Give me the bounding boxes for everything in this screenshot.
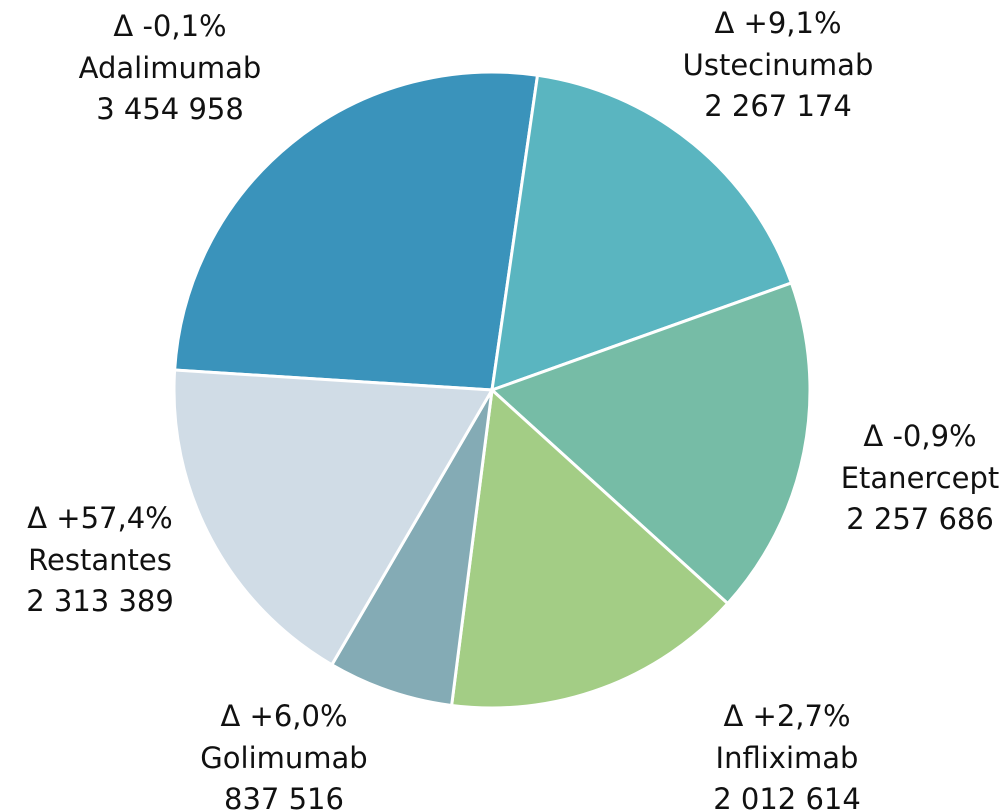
change-label: Δ +6,0% [220, 699, 347, 733]
value-label: 2 257 686 [846, 502, 994, 536]
value-label: 2 012 614 [713, 782, 861, 812]
category-label: Ustecinumab [683, 48, 874, 82]
pie-slice [449, 386, 730, 710]
change-label: Δ +9,1% [714, 6, 841, 40]
category-label: Restantes [28, 543, 172, 577]
value-label: 3 454 958 [96, 92, 244, 126]
pie-slice [173, 70, 540, 392]
category-label: Infliximab [716, 741, 859, 775]
pie-slice [490, 73, 794, 393]
change-label: Δ -0,1% [113, 9, 226, 43]
value-label: 2 267 174 [704, 89, 852, 123]
change-label: Δ -0,9% [863, 419, 976, 453]
pie-slice [329, 389, 494, 708]
category-label: Golimumab [200, 741, 367, 775]
pie-slice [172, 368, 495, 667]
pie-slice [489, 281, 812, 606]
category-label: Etanercept [841, 461, 1000, 495]
value-label: 837 516 [224, 782, 344, 812]
value-label: 2 313 389 [26, 584, 174, 618]
change-label: Δ +57,4% [27, 501, 172, 535]
change-label: Δ +2,7% [723, 699, 850, 733]
category-label: Adalimumab [79, 51, 262, 85]
